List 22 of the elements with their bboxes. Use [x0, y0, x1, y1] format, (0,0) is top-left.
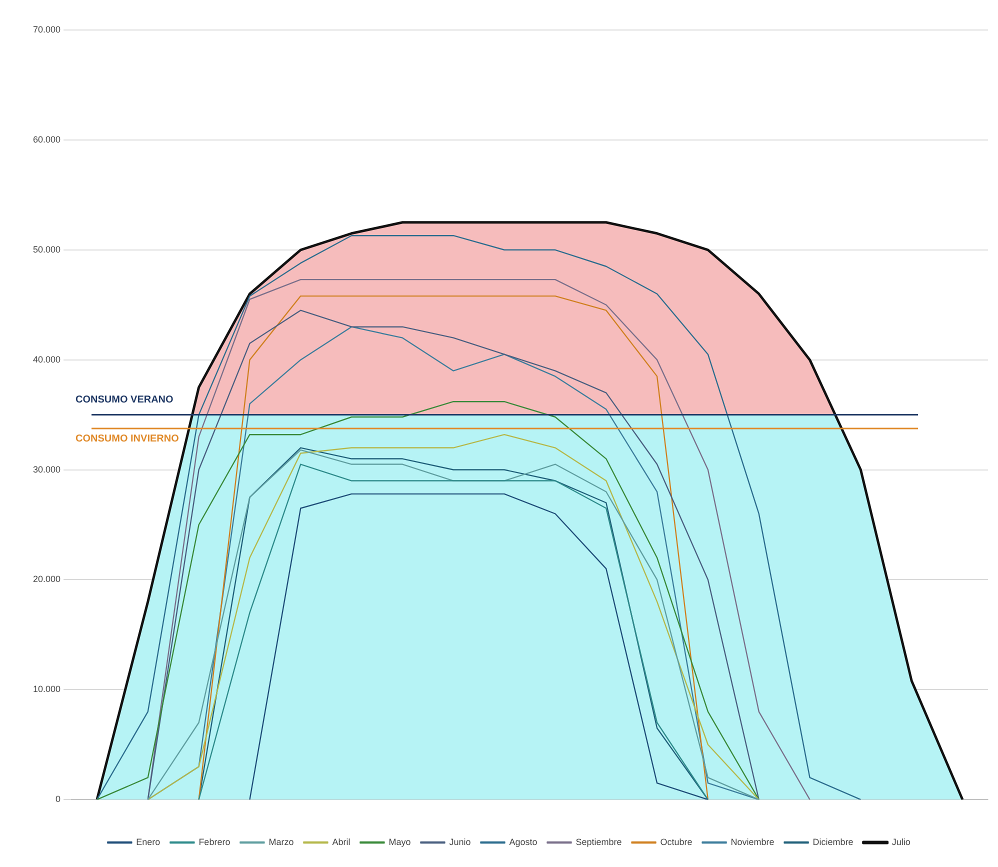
y-tick-label: 0: [56, 794, 61, 804]
y-tick-label: 30.000: [32, 464, 61, 474]
y-tick-label: 40.000: [32, 354, 61, 364]
legend-label: Noviembre: [730, 836, 774, 847]
y-tick-label: 60.000: [32, 134, 61, 144]
legend-label: Febrero: [198, 836, 230, 847]
legend-label: Agosto: [509, 836, 538, 847]
legend-label: Mayo: [388, 836, 411, 847]
legend-label: Octubre: [660, 836, 692, 847]
y-tick-label: 20.000: [32, 574, 61, 584]
y-tick-label: 70.000: [32, 24, 61, 34]
legend-label: Septiembre: [576, 836, 622, 847]
ref-line-label: CONSUMO VERANO: [76, 394, 174, 406]
legend-label: Julio: [892, 836, 910, 847]
legend-label: Junio: [449, 836, 471, 847]
ref-line-label: CONSUMO INVIERNO: [76, 433, 180, 444]
legend-label: Abril: [332, 836, 350, 847]
y-tick-label: 50.000: [32, 244, 61, 254]
legend-label: Marzo: [268, 836, 294, 847]
legend-label: Diciembre: [812, 836, 854, 847]
legend-label: Enero: [136, 836, 160, 847]
y-tick-label: 10.000: [32, 684, 61, 694]
